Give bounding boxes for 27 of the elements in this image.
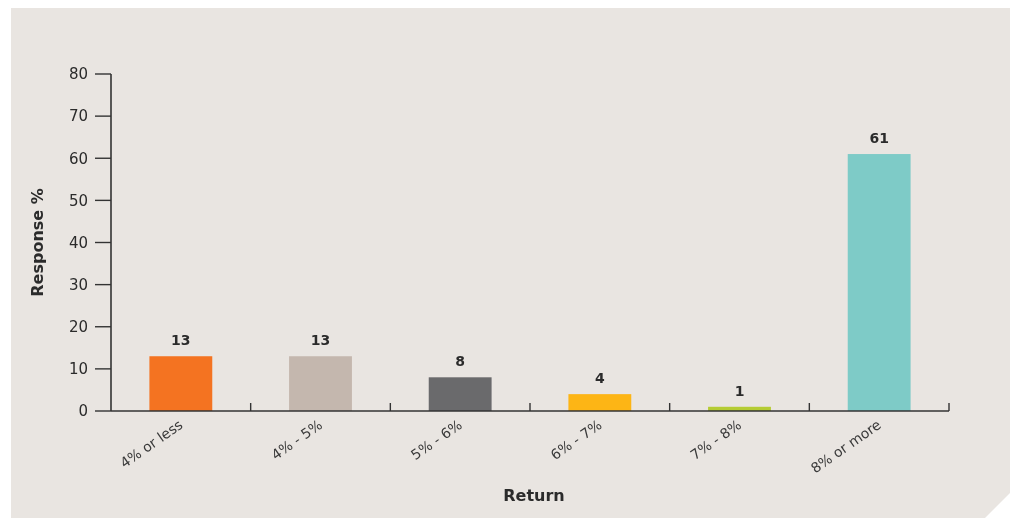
bar bbox=[847, 154, 911, 411]
y-tick-label: 10 bbox=[68, 360, 88, 379]
x-tick-label: 6% - 7% bbox=[547, 416, 605, 463]
y-tick-label: 30 bbox=[68, 275, 88, 294]
bar bbox=[289, 356, 352, 411]
y-tick-label: 20 bbox=[68, 318, 88, 336]
x-tick-label: 7% - 8% bbox=[687, 416, 745, 463]
data-label: 1 bbox=[734, 382, 745, 399]
data-label: 61 bbox=[869, 130, 889, 147]
x-tick-label: 4% - 5% bbox=[268, 416, 326, 463]
data-label: 4 bbox=[594, 370, 605, 387]
bar bbox=[568, 394, 632, 411]
x-axis-title: Return bbox=[503, 486, 565, 505]
y-axis-title: Response % bbox=[28, 188, 47, 297]
y-tick-label: 0 bbox=[78, 402, 88, 421]
y-tick-label: 70 bbox=[68, 107, 88, 126]
y-tick-label: 40 bbox=[68, 233, 88, 252]
bar bbox=[149, 356, 213, 411]
y-tick-label: 60 bbox=[68, 149, 88, 168]
data-label: 13 bbox=[171, 332, 191, 349]
bar bbox=[428, 377, 492, 411]
x-tick-label: 4% or less bbox=[116, 416, 186, 472]
data-label: 8 bbox=[455, 353, 466, 370]
x-tick-label: 5% - 6% bbox=[407, 416, 465, 463]
data-label: 13 bbox=[310, 332, 331, 349]
y-tick-label: 50 bbox=[68, 191, 88, 210]
y-tick-label: 80 bbox=[68, 65, 88, 84]
